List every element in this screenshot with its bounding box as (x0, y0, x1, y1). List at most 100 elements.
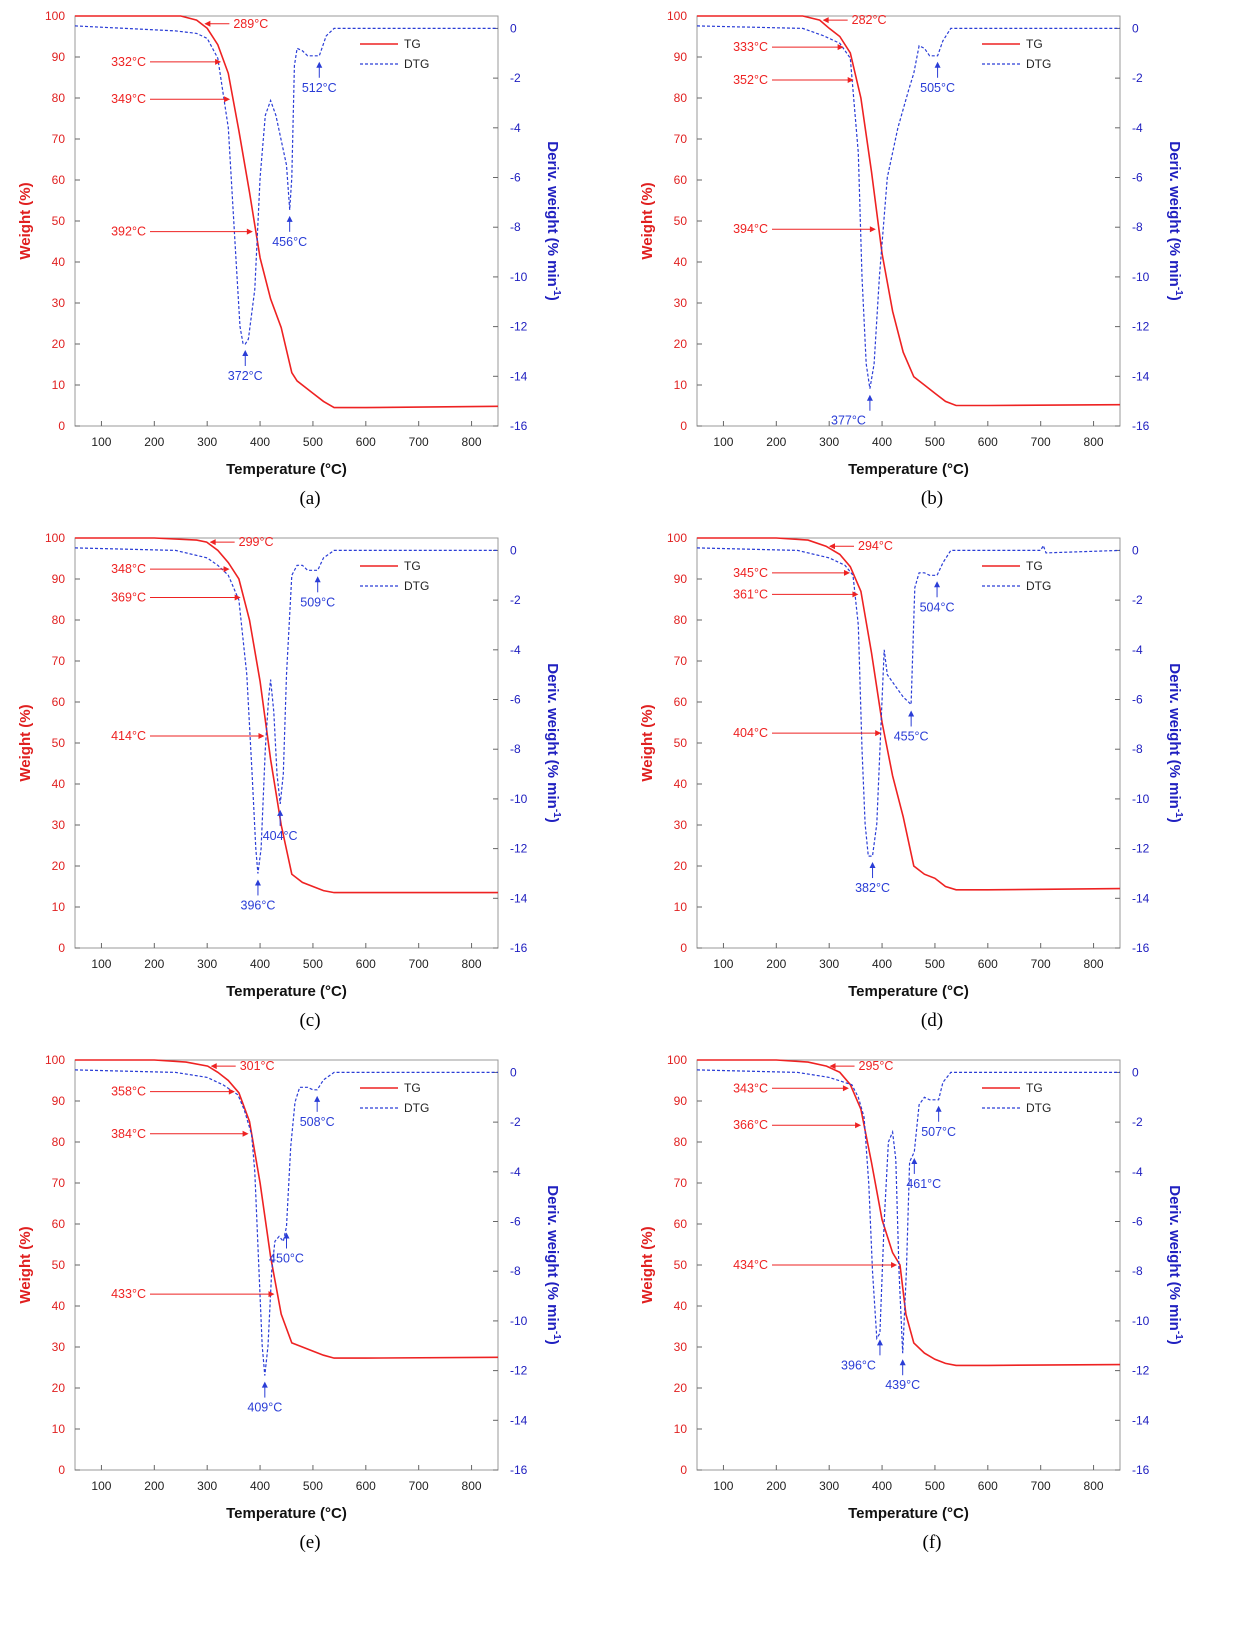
annotation-arrowhead (242, 350, 249, 356)
y-tick-label: 70 (674, 1176, 688, 1190)
y2-axis-title-sup: -1 (1173, 1331, 1184, 1340)
y-tick-label: 10 (674, 900, 688, 914)
y-tick-label: 80 (674, 91, 688, 105)
y2-tick-label: -4 (1132, 121, 1143, 135)
x-tick-label: 700 (409, 1479, 429, 1493)
annotation-label: 333°C (733, 40, 768, 54)
annotation-label: 349°C (111, 92, 146, 106)
annotation-arrowhead (234, 594, 241, 601)
y-tick-label: 40 (674, 255, 688, 269)
annotation-tg: 414°C (111, 729, 265, 743)
annotation-label: 382°C (855, 881, 890, 895)
legend: TG DTG (982, 559, 1051, 593)
annotation-arrowhead (843, 569, 850, 576)
annotation-tg: 294°C (829, 539, 893, 553)
x-tick-label: 100 (91, 957, 111, 971)
y-tick-label: 30 (674, 296, 688, 310)
annotation-arrowhead (314, 576, 321, 583)
annotation-arrowhead (204, 20, 211, 27)
x-tick-label: 400 (872, 435, 892, 449)
panel-caption: (e) (299, 1532, 321, 1553)
annotation-label: 366°C (733, 1118, 768, 1132)
y2-tick-label: -10 (510, 270, 528, 284)
x-tick-label: 200 (144, 1479, 164, 1493)
annotation-dtg: 450°C (269, 1232, 304, 1265)
annotation-arrowhead (286, 215, 293, 222)
y-axis-title: Weight (%) (639, 1226, 656, 1303)
x-tick-label: 600 (978, 1479, 998, 1493)
y2-axis-title-end: ) (1166, 296, 1183, 301)
annotation-arrowhead (215, 58, 222, 65)
x-tick-label: 700 (1031, 1479, 1051, 1493)
legend: TG DTG (360, 37, 429, 71)
y-tick-label: 60 (52, 1217, 66, 1231)
annotation-label: 361°C (733, 587, 768, 601)
y2-axis-title-end: ) (544, 296, 561, 301)
annotation-label: 384°C (111, 1127, 146, 1141)
y-tick-label: 60 (674, 173, 688, 187)
annotation-dtg: 372°C (228, 350, 263, 383)
y2-tick-label: -8 (1132, 742, 1143, 756)
annotation-tg: 333°C (733, 40, 844, 54)
y2-tick-label: -14 (510, 891, 528, 905)
y2-axis-title: Deriv. weight (% min-1) (544, 663, 562, 822)
legend-tg-label: TG (1026, 1081, 1043, 1095)
annotation-arrowhead (875, 730, 882, 737)
y2-tick-label: -16 (1132, 1463, 1150, 1477)
annotation-arrowhead (822, 17, 829, 24)
y-tick-label: 50 (52, 736, 66, 750)
annotation-label: 345°C (733, 566, 768, 580)
annotation-tg: 394°C (733, 222, 876, 236)
y-tick-label: 100 (667, 1053, 687, 1067)
y2-tick-label: -16 (1132, 419, 1150, 433)
dtg-curve (74, 547, 498, 874)
annotation-arrowhead (934, 581, 941, 588)
annotation-arrowhead (829, 543, 836, 550)
legend-dtg-label: DTG (404, 1101, 429, 1115)
y-tick-label: 90 (52, 572, 66, 586)
annotation-tg: 404°C (733, 726, 882, 740)
panel-a: 100 200 300 400 500 600 700 800 0 10 20 30 40 50 60 70 8… (10, 6, 610, 554)
x-tick-label: 300 (197, 957, 217, 971)
y-tick-label: 90 (674, 1094, 688, 1108)
annotation-label: 343°C (733, 1081, 768, 1095)
y2-tick-label: -16 (1132, 941, 1150, 955)
annotation-tg: 345°C (733, 566, 850, 580)
annotation-dtg: 456°C (272, 215, 307, 249)
y-tick-label: 50 (52, 1258, 66, 1272)
chart-a: 100 200 300 400 500 600 700 8000102030405060708… (17, 9, 562, 478)
y2-tick-label: 0 (1132, 543, 1139, 557)
annotation-label: 504°C (920, 600, 955, 614)
legend: TG DTG (982, 37, 1051, 71)
annotation-label: 377°C (831, 414, 866, 428)
y2-tick-label: -12 (510, 1364, 528, 1378)
y-tick-label: 80 (674, 613, 688, 627)
y2-tick-label: -8 (1132, 1264, 1143, 1278)
y-axis-title: Weight (%) (639, 704, 656, 781)
y2-axis-title: Deriv. weight (% min-1) (1166, 1185, 1184, 1344)
y2-tick-label: -2 (1132, 71, 1143, 85)
y2-axis-title-main: Deriv. weight (% min (1166, 141, 1183, 287)
plot-frame (74, 15, 499, 427)
x-tick-label: 500 (925, 435, 945, 449)
y-tick-label: 50 (674, 214, 688, 228)
x-tick-label: 400 (250, 957, 270, 971)
y2-tick-label: -10 (1132, 792, 1150, 806)
y2-tick-label: -14 (1132, 369, 1150, 383)
x-axis-title: Temperature (°C) (848, 1505, 969, 1522)
annotation-tg: 358°C (111, 1085, 235, 1099)
x-tick-label: 500 (303, 957, 323, 971)
annotation-label: 456°C (272, 235, 307, 249)
y-tick-label: 60 (52, 173, 66, 187)
x-tick-label: 600 (978, 957, 998, 971)
y-tick-label: 90 (52, 1094, 66, 1108)
annotation-tg: 392°C (111, 225, 253, 239)
y-tick-label: 90 (674, 50, 688, 64)
annotation-label: 433°C (111, 1287, 146, 1301)
legend-tg-label: TG (404, 1081, 421, 1095)
annotation-arrowhead (254, 879, 261, 886)
y2-axis-title-sup: -1 (551, 809, 562, 818)
x-axis-title: Temperature (°C) (226, 1505, 347, 1522)
y-axis-title: Weight (%) (17, 704, 34, 781)
panel-caption: (a) (299, 488, 321, 509)
